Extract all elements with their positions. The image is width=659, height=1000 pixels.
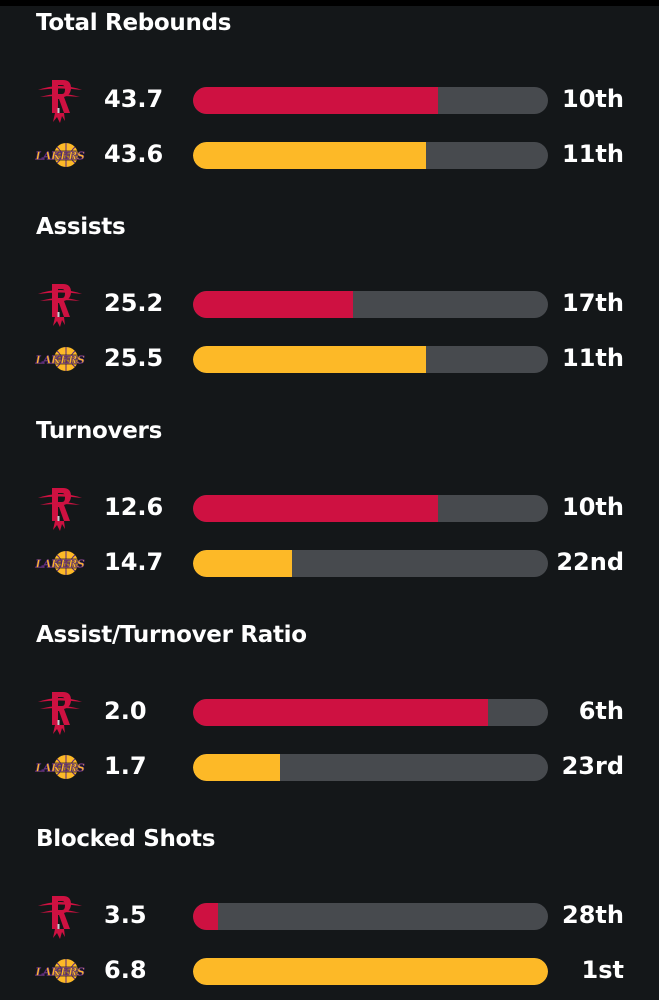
- rockets-logo-icon: [32, 483, 88, 533]
- stat-bar-fill: [193, 699, 488, 726]
- rockets-logo-icon: [32, 279, 88, 329]
- stat-bar-fill: [193, 87, 438, 114]
- lakers-stat-row: LAKERS 1.7 23rd: [0, 742, 659, 792]
- lakers-stat-row: LAKERS 14.7 22nd: [0, 538, 659, 588]
- stat-bar-fill: [193, 754, 280, 781]
- stat-value: 43.7: [104, 85, 164, 113]
- lakers-logo-icon: LAKERS: [32, 538, 88, 588]
- stat-bar-fill: [193, 346, 426, 373]
- stat-bar-fill: [193, 958, 548, 985]
- svg-text:LAKERS: LAKERS: [35, 354, 85, 367]
- stat-value: 14.7: [104, 548, 164, 576]
- stat-value: 1.7: [104, 752, 147, 780]
- stat-bar-fill: [193, 550, 293, 577]
- rockets-stat-row: 3.5 28th: [0, 891, 659, 941]
- stat-value: 25.2: [104, 289, 164, 317]
- lakers-logo-icon: LAKERS: [32, 130, 88, 180]
- rockets-logo-icon: [32, 891, 88, 941]
- rockets-logo-icon: [32, 687, 88, 737]
- stat-bar-track: [193, 291, 548, 318]
- rockets-stat-row: 2.0 6th: [0, 687, 659, 737]
- stat-bar-track: [193, 142, 548, 169]
- league-rank: 11th: [562, 140, 624, 168]
- stat-value: 12.6: [104, 493, 164, 521]
- stat-value: 6.8: [104, 956, 147, 984]
- league-rank: 28th: [562, 901, 624, 929]
- lakers-logo-icon: LAKERS: [32, 742, 88, 792]
- stat-bar-fill: [193, 142, 426, 169]
- stat-bar-track: [193, 550, 548, 577]
- stat-bar-track: [193, 903, 548, 930]
- league-rank: 10th: [562, 85, 624, 113]
- lakers-stat-row: LAKERS 43.6 11th: [0, 130, 659, 180]
- svg-text:LAKERS: LAKERS: [35, 966, 85, 979]
- svg-text:LAKERS: LAKERS: [35, 762, 85, 775]
- rockets-stat-row: 12.6 10th: [0, 483, 659, 533]
- top-edge: [0, 0, 659, 6]
- svg-text:LAKERS: LAKERS: [35, 150, 85, 163]
- lakers-stat-row: LAKERS 25.5 11th: [0, 334, 659, 384]
- stat-bar-track: [193, 754, 548, 781]
- league-rank: 10th: [562, 493, 624, 521]
- section-title: Assist/Turnover Ratio: [36, 622, 307, 648]
- league-rank: 22nd: [556, 548, 624, 576]
- rockets-logo-icon: [32, 75, 88, 125]
- stat-bar-fill: [193, 495, 438, 522]
- stat-value: 3.5: [104, 901, 147, 929]
- rockets-stat-row: 43.7 10th: [0, 75, 659, 125]
- lakers-logo-icon: LAKERS: [32, 946, 88, 996]
- section-title: Blocked Shots: [36, 826, 216, 852]
- stat-bar-track: [193, 346, 548, 373]
- svg-text:LAKERS: LAKERS: [35, 558, 85, 571]
- stat-bar-track: [193, 699, 548, 726]
- section-title: Turnovers: [36, 418, 162, 444]
- stat-bar-track: [193, 958, 548, 985]
- stat-value: 25.5: [104, 344, 164, 372]
- league-rank: 11th: [562, 344, 624, 372]
- stat-bar-track: [193, 495, 548, 522]
- lakers-stat-row: LAKERS 6.8 1st: [0, 946, 659, 996]
- league-rank: 17th: [562, 289, 624, 317]
- stat-bar-track: [193, 87, 548, 114]
- stat-value: 2.0: [104, 697, 147, 725]
- league-rank: 6th: [578, 697, 624, 725]
- section-title: Assists: [36, 214, 126, 240]
- stat-bar-fill: [193, 903, 218, 930]
- lakers-logo-icon: LAKERS: [32, 334, 88, 384]
- stat-bar-fill: [193, 291, 353, 318]
- league-rank: 23rd: [561, 752, 624, 780]
- stat-value: 43.6: [104, 140, 164, 168]
- league-rank: 1st: [581, 956, 624, 984]
- section-title: Total Rebounds: [36, 10, 232, 36]
- rockets-stat-row: 25.2 17th: [0, 279, 659, 329]
